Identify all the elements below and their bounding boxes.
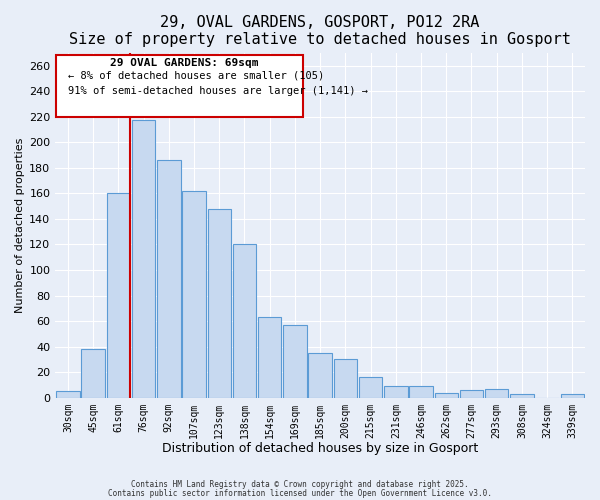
Bar [409,386,433,398]
Text: Contains public sector information licensed under the Open Government Licence v3: Contains public sector information licen… [108,488,492,498]
Bar [182,190,206,398]
Bar [359,378,382,398]
Bar [510,394,533,398]
Bar [384,386,407,398]
Y-axis label: Number of detached properties: Number of detached properties [15,138,25,313]
Text: 29 OVAL GARDENS: 69sqm: 29 OVAL GARDENS: 69sqm [110,58,258,68]
Bar [258,317,281,398]
Text: Contains HM Land Registry data © Crown copyright and database right 2025.: Contains HM Land Registry data © Crown c… [131,480,469,489]
FancyBboxPatch shape [56,56,303,116]
Title: 29, OVAL GARDENS, GOSPORT, PO12 2RA
Size of property relative to detached houses: 29, OVAL GARDENS, GOSPORT, PO12 2RA Size… [69,15,571,48]
Bar [283,325,307,398]
Bar [434,392,458,398]
Bar [233,244,256,398]
Bar [107,194,130,398]
Bar [308,353,332,398]
Bar [208,208,231,398]
Text: ← 8% of detached houses are smaller (105): ← 8% of detached houses are smaller (105… [68,70,324,81]
Bar [56,392,80,398]
Bar [560,394,584,398]
Bar [460,390,483,398]
Bar [82,349,105,398]
Bar [132,120,155,398]
Bar [157,160,181,398]
X-axis label: Distribution of detached houses by size in Gosport: Distribution of detached houses by size … [162,442,478,455]
Bar [334,360,357,398]
Text: 91% of semi-detached houses are larger (1,141) →: 91% of semi-detached houses are larger (… [68,86,368,96]
Bar [485,389,508,398]
